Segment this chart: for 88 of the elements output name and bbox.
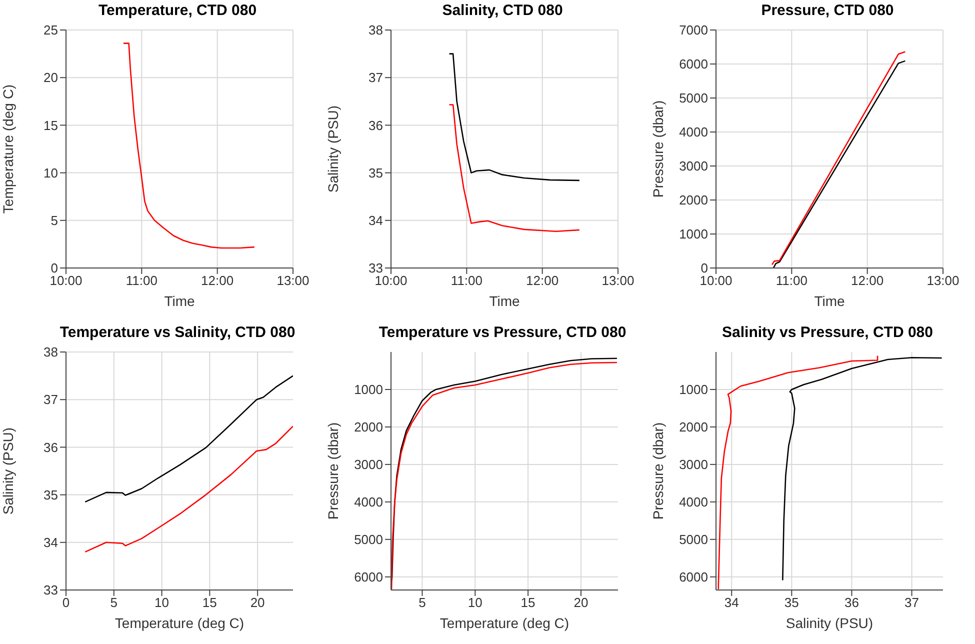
- x-tick-label: 20: [250, 595, 265, 610]
- y-tick-label: 36: [44, 440, 58, 455]
- y-tick-label: 3000: [354, 457, 383, 472]
- x-tick-label: 15: [202, 595, 217, 610]
- x-tick-label: 20: [574, 595, 588, 610]
- y-tick-label: 38: [44, 344, 58, 360]
- x-tick-label: 13:00: [602, 273, 634, 288]
- chart-title: Temperature vs Pressure, CTD 080: [378, 323, 628, 343]
- y-axis-title: Pressure (dbar): [650, 422, 666, 520]
- y-tick-label: 37: [44, 392, 58, 408]
- x-tick-label: 10:00: [374, 273, 408, 288]
- line-series: [448, 104, 580, 232]
- x-tick-label: 10: [154, 595, 170, 610]
- x-tick-label: 0: [62, 595, 70, 610]
- x-axis-title: Salinity (PSU): [786, 615, 874, 631]
- x-tick-label: 10:00: [50, 273, 82, 288]
- y-axis-title: Salinity (PSU): [0, 427, 16, 515]
- y-tick-label: 2000: [679, 192, 708, 208]
- x-tick-label: 12:00: [201, 273, 234, 288]
- line-series: [718, 355, 878, 590]
- y-tick-label: 0: [700, 260, 708, 276]
- y-tick-label: 1000: [679, 226, 708, 242]
- x-tick-label: 36: [844, 595, 859, 610]
- y-axis-title: Pressure (dbar): [650, 100, 666, 198]
- x-axis-title: Time: [164, 293, 196, 309]
- y-tick-label: 35: [44, 487, 58, 502]
- y-tick-label: 3000: [679, 457, 708, 472]
- x-tick-label: 13:00: [276, 273, 310, 288]
- y-tick-label: 38: [368, 22, 383, 38]
- x-tick-label: 12:00: [851, 273, 884, 288]
- x-axis-title: Time: [814, 293, 846, 309]
- y-tick-label: 2000: [679, 420, 708, 435]
- y-tick-label: 6000: [679, 56, 708, 72]
- x-tick-label: 11:00: [776, 273, 808, 288]
- y-axis-title: Salinity (PSU): [324, 105, 341, 193]
- x-tick-label: 34: [724, 595, 739, 610]
- line-series: [84, 426, 293, 553]
- line-series: [448, 53, 580, 182]
- x-tick-label: 12:00: [526, 273, 559, 288]
- y-tick-label: 25: [44, 22, 58, 38]
- y-tick-label: 34: [44, 535, 58, 550]
- y-tick-label: 6000: [679, 569, 708, 584]
- y-tick-label: 6000: [354, 569, 383, 584]
- y-axis-title: Pressure (dbar): [324, 422, 341, 520]
- y-tick-label: 34: [368, 213, 383, 228]
- chart-title: Temperature, CTD 080: [97, 1, 258, 21]
- x-axis-title: Temperature (deg C): [440, 615, 570, 631]
- x-tick-label: 35: [784, 595, 799, 610]
- x-tick-label: 11:00: [126, 273, 158, 288]
- chart-title: Salinity vs Pressure, CTD 080: [721, 323, 934, 343]
- x-tick-label: 11:00: [450, 273, 482, 288]
- y-tick-label: 2000: [354, 420, 383, 435]
- y-tick-label: 37: [368, 70, 383, 86]
- y-tick-label: 4000: [354, 494, 383, 510]
- y-tick-label: 1000: [354, 382, 383, 398]
- x-tick-label: 15: [520, 595, 536, 610]
- y-axis-title: Temperature (deg C): [0, 84, 16, 214]
- y-tick-label: 7000: [679, 22, 708, 38]
- line-series: [122, 42, 256, 249]
- y-tick-label: 5000: [354, 532, 383, 548]
- x-tick-label: 13:00: [926, 273, 960, 288]
- y-tick-label: 5: [50, 213, 58, 228]
- y-tick-label: 5000: [679, 532, 708, 548]
- x-tick-label: 37: [904, 595, 920, 610]
- y-tick-label: 1000: [679, 382, 708, 398]
- x-tick-label: 5: [418, 595, 426, 610]
- y-tick-label: 33: [368, 260, 383, 276]
- y-tick-label: 36: [368, 118, 383, 133]
- chart-title: Salinity, CTD 080: [441, 1, 564, 21]
- y-tick-label: 20: [44, 70, 58, 86]
- line-series: [84, 375, 293, 503]
- chart-title: Pressure, CTD 080: [760, 1, 895, 21]
- line-series: [782, 356, 942, 581]
- x-tick-label: 10: [468, 595, 482, 610]
- y-tick-label: 33: [44, 582, 58, 598]
- x-tick-label: 5: [110, 595, 118, 610]
- x-axis-title: Time: [489, 293, 520, 309]
- x-tick-label: 10:00: [700, 273, 732, 288]
- chart-title: Temperature vs Salinity, CTD 080: [58, 323, 296, 343]
- y-tick-label: 0: [50, 260, 58, 276]
- y-tick-label: 5000: [679, 90, 708, 106]
- y-tick-label: 35: [368, 165, 383, 180]
- y-tick-label: 4000: [679, 124, 708, 140]
- y-tick-label: 10: [44, 165, 58, 180]
- x-axis-title: Temperature (deg C): [114, 615, 244, 631]
- y-tick-label: 4000: [679, 494, 708, 510]
- y-tick-label: 3000: [679, 158, 708, 174]
- y-tick-label: 15: [44, 118, 58, 133]
